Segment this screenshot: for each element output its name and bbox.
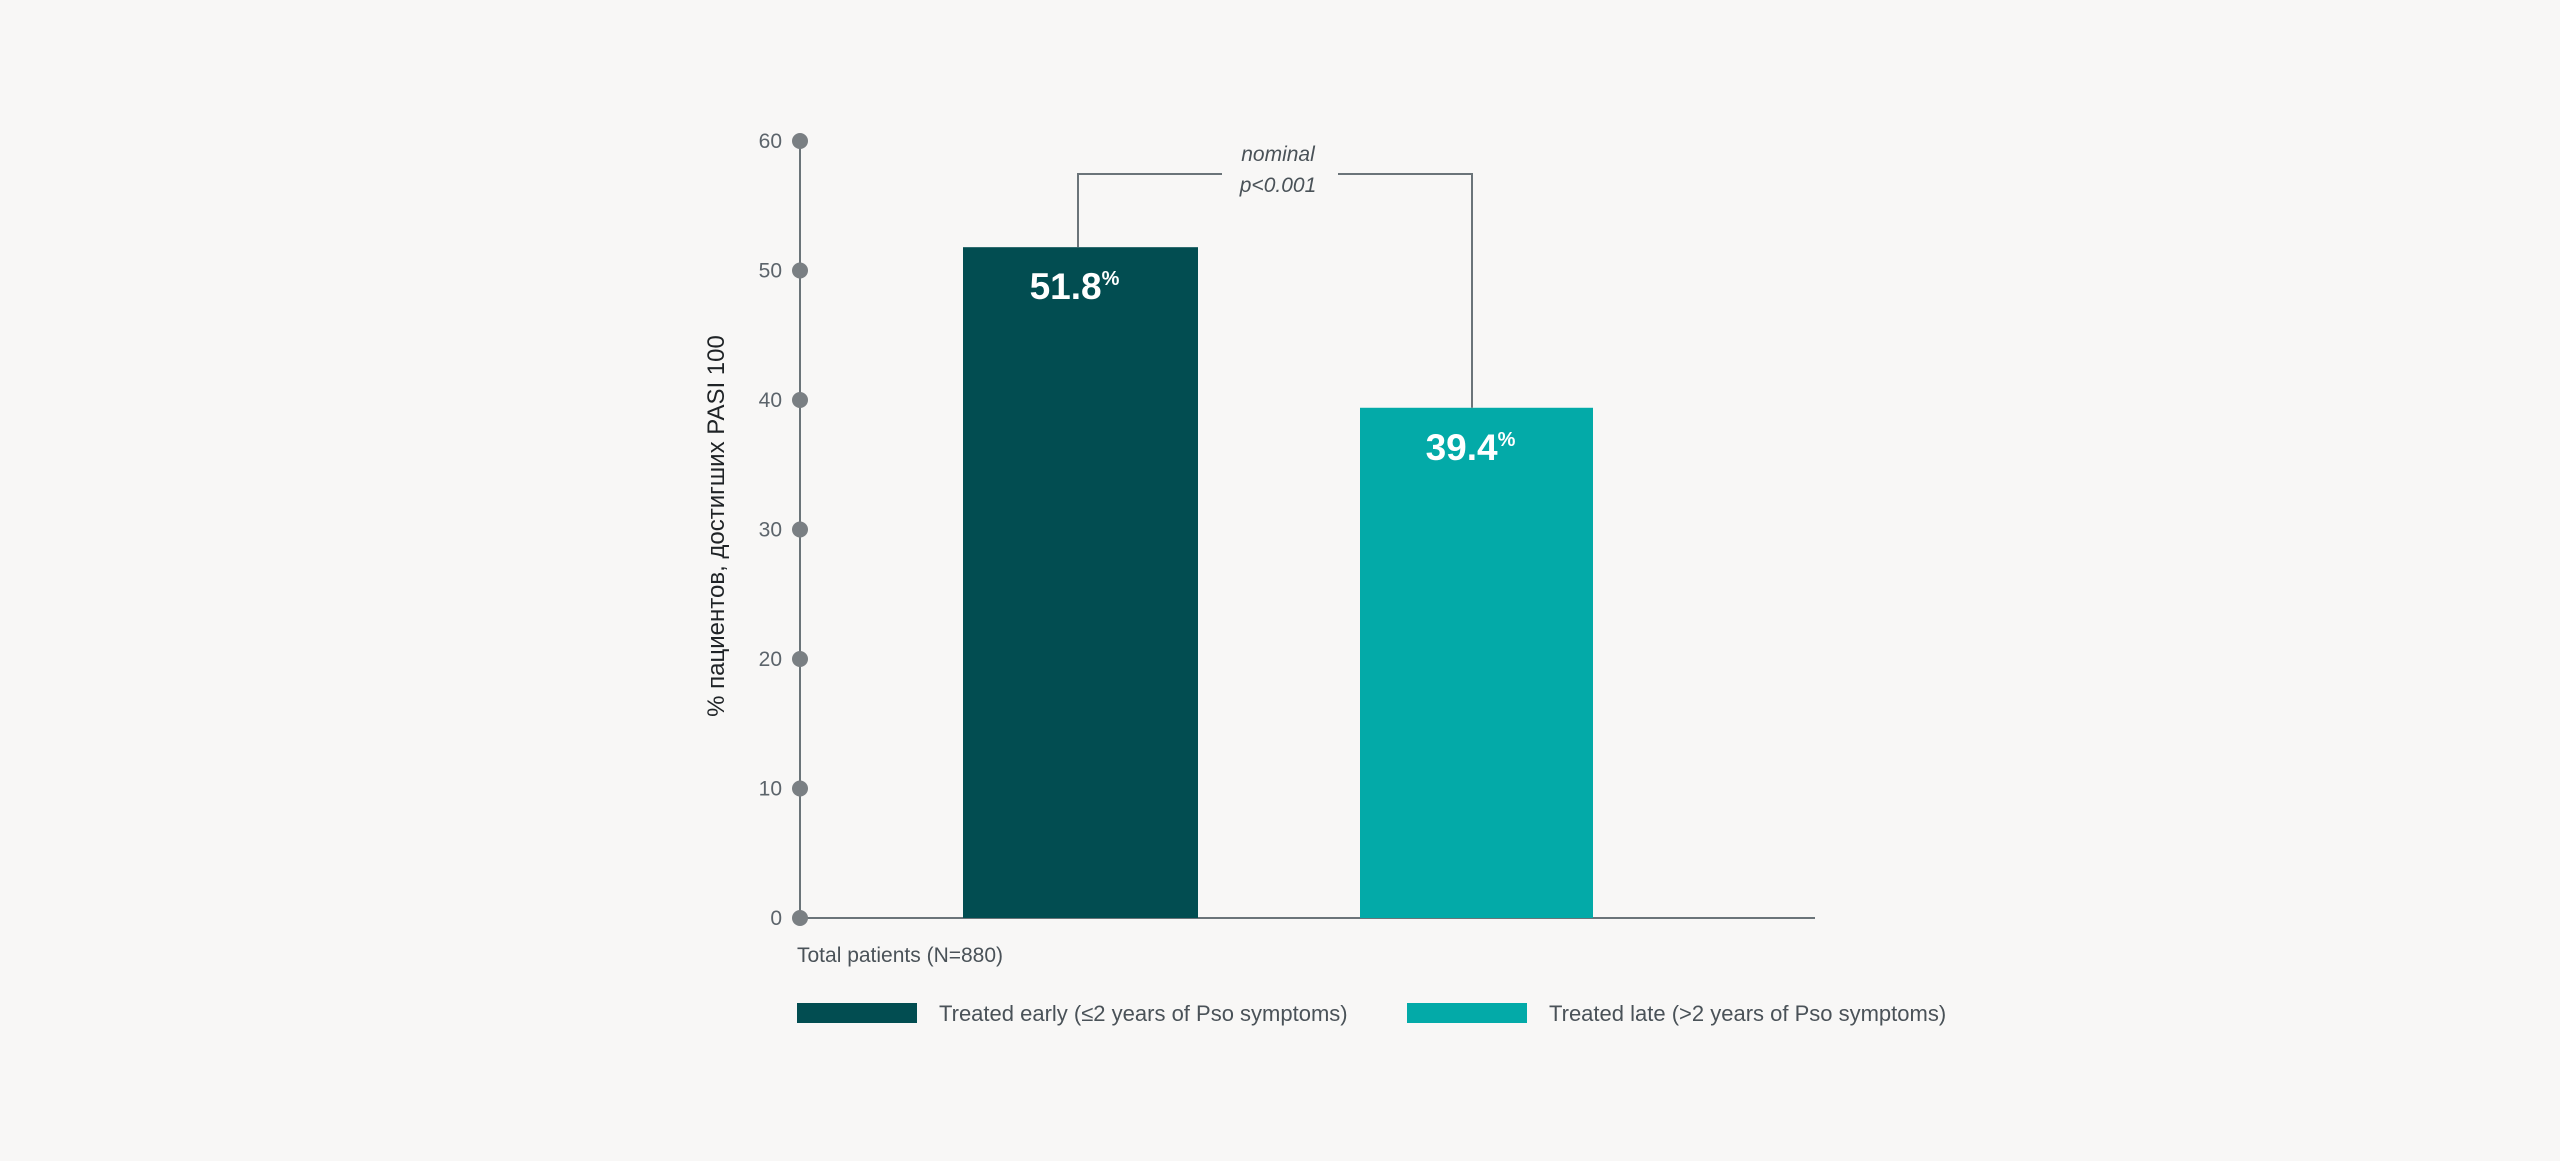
legend-label: Treated late (>2 years of Pso symptoms)	[1549, 1001, 1946, 1026]
y-axis-title: % пациентов, достигших PASI 100	[703, 335, 730, 717]
legend-label: Treated early (≤2 years of Pso symptoms)	[939, 1001, 1348, 1026]
y-tick-label: 30	[759, 519, 782, 542]
y-tick-label: 40	[759, 389, 782, 412]
y-tick-label: 60	[759, 130, 782, 153]
legend-swatch	[1407, 1003, 1527, 1023]
y-tick-marker	[792, 651, 808, 667]
annotation-text: p<0.001	[1239, 174, 1317, 197]
bar-data-label-unit: %	[1102, 268, 1120, 290]
y-tick-marker	[792, 910, 808, 926]
y-tick-label: 50	[759, 260, 782, 283]
legend-swatch	[797, 1003, 917, 1023]
axes: 0 10 20 30 40 50 60	[759, 130, 1815, 930]
y-tick-marker	[792, 133, 808, 149]
x-group-label: Total patients (N=880)	[797, 944, 1003, 967]
y-tick-marker	[792, 780, 808, 797]
y-tick-label: 20	[759, 648, 782, 671]
significance-annotation: nominal p<0.001	[1077, 143, 1473, 408]
bar-data-label: 51.8%	[1030, 266, 1120, 307]
y-tick-marker	[792, 521, 808, 538]
y-tick-marker	[792, 262, 808, 279]
legend: Treated early (≤2 years of Pso symptoms)…	[797, 1001, 1946, 1026]
bar	[963, 247, 1198, 918]
y-tick-label: 0	[770, 907, 782, 930]
bars: 51.8%39.4%	[963, 247, 1593, 918]
annotation-text: nominal	[1241, 143, 1316, 166]
bar	[1360, 407, 1593, 918]
significance-bracket	[1077, 173, 1473, 408]
bar-data-label-unit: %	[1498, 429, 1516, 451]
y-tick-label: 10	[759, 778, 782, 801]
y-tick-marker	[792, 392, 808, 408]
